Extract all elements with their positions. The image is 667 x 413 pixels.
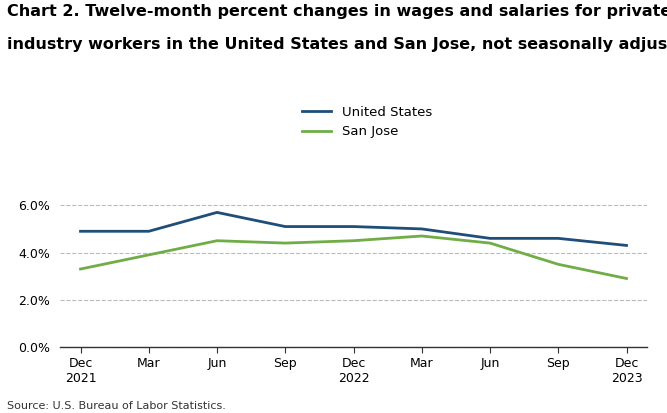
San Jose xyxy=(350,238,358,243)
Text: industry workers in the United States and San Jose, not seasonally adjusted: industry workers in the United States an… xyxy=(7,37,667,52)
Legend: United States, San Jose: United States, San Jose xyxy=(302,106,432,138)
United States xyxy=(213,210,221,215)
San Jose xyxy=(281,241,289,246)
Text: Chart 2. Twelve-month percent changes in wages and salaries for private: Chart 2. Twelve-month percent changes in… xyxy=(7,4,667,19)
United States xyxy=(622,243,630,248)
United States xyxy=(418,226,426,231)
San Jose xyxy=(145,252,153,257)
San Jose xyxy=(213,238,221,243)
San Jose xyxy=(554,262,562,267)
United States xyxy=(77,229,85,234)
United States xyxy=(145,229,153,234)
United States xyxy=(281,224,289,229)
San Jose xyxy=(486,241,494,246)
San Jose xyxy=(622,276,630,281)
San Jose xyxy=(77,266,85,271)
United States xyxy=(350,224,358,229)
Line: San Jose: San Jose xyxy=(81,236,626,278)
United States xyxy=(486,236,494,241)
Line: United States: United States xyxy=(81,212,626,245)
United States xyxy=(554,236,562,241)
Text: Source: U.S. Bureau of Labor Statistics.: Source: U.S. Bureau of Labor Statistics. xyxy=(7,401,225,411)
San Jose xyxy=(418,233,426,238)
